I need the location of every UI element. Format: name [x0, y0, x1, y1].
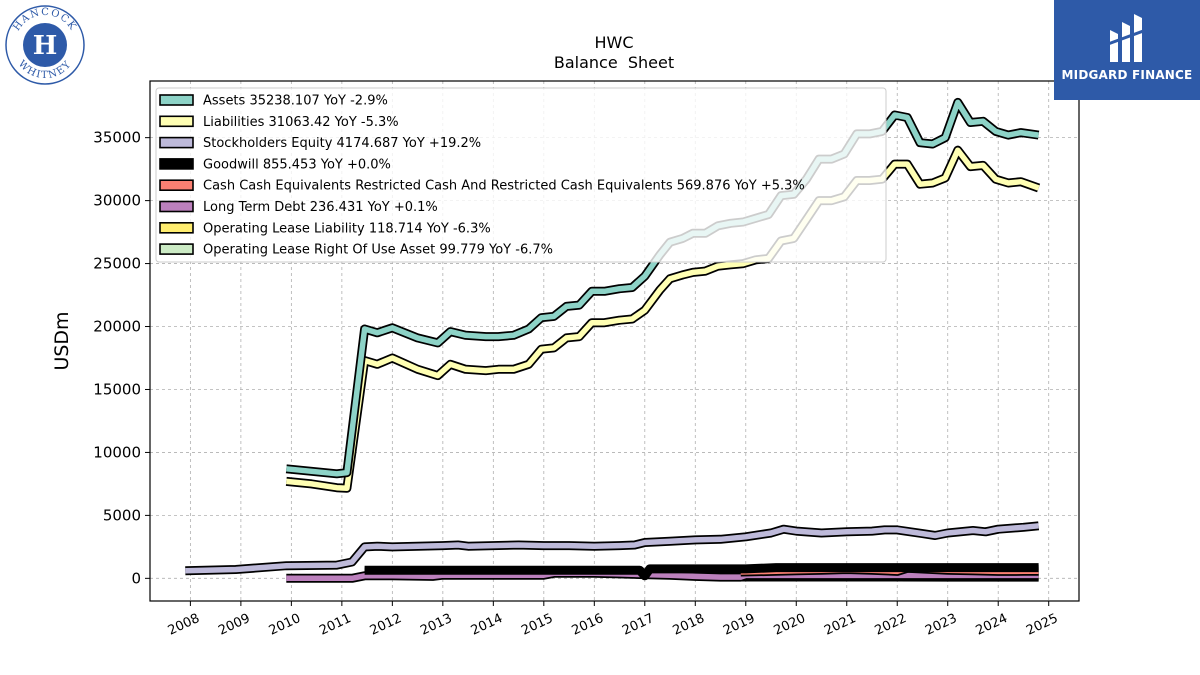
legend-entry-1: Liabilities 31063.42 YoY -5.3% — [203, 115, 399, 130]
x-tick-label-15: 2023 — [923, 611, 959, 639]
legend-swatch-1 — [159, 115, 194, 128]
y-tick-label-3: 15000 — [93, 380, 141, 398]
y-tick-label-2: 10000 — [93, 443, 141, 461]
x-tick-label-6: 2014 — [469, 611, 505, 639]
chart-title-subtitle: Balance Sheet — [554, 53, 674, 72]
y-tick-label-4: 20000 — [93, 318, 141, 336]
y-tick-label-5: 25000 — [93, 255, 141, 273]
legend-swatch-4 — [159, 179, 194, 191]
legend-swatch-7 — [159, 243, 194, 255]
legend-entry-3: Goodwill 855.453 YoY +0.0% — [203, 157, 391, 172]
y-axis: 0 5000 10000 15000 20000 25000 30000 35000 — [93, 129, 150, 587]
midgard-finance-label: MIDGARD FINANCE — [1061, 68, 1193, 82]
x-tick-label-3: 2011 — [317, 611, 353, 639]
x-tick-label-9: 2017 — [620, 611, 656, 639]
legend-entry-7: Operating Lease Right Of Use Asset 99.77… — [203, 243, 553, 258]
x-tick-label-12: 2020 — [772, 611, 808, 639]
legend-entry-6: Operating Lease Liability 118.714 YoY -6… — [203, 221, 491, 236]
x-tick-label-14: 2022 — [873, 611, 909, 639]
hancock-whitney-logo: HANCOCK WHITNEY H — [4, 4, 86, 86]
y-tick-label-6: 30000 — [93, 192, 141, 210]
y-tick-label-1: 5000 — [103, 506, 141, 524]
x-tick-label-17: 2025 — [1024, 611, 1060, 639]
midgard-finance-logo: MIDGARD FINANCE — [1054, 0, 1200, 100]
y-tick-label-7: 35000 — [93, 129, 141, 147]
y-axis-label: USDm — [51, 311, 73, 370]
legend-entry-4: Cash Cash Equivalents Restricted Cash An… — [203, 179, 805, 194]
legend-swatch-2 — [159, 136, 194, 149]
chart-title-ticker: HWC — [594, 33, 633, 52]
legend: Assets 35238.107 YoY -2.9% Liabilities 31… — [155, 87, 887, 263]
x-tick-label-16: 2024 — [974, 611, 1010, 639]
legend-swatch-3 — [159, 158, 194, 170]
x-tick-label-5: 2013 — [418, 611, 454, 639]
x-tick-label-0: 2008 — [166, 611, 202, 639]
legend-entry-0: Assets 35238.107 YoY -2.9% — [203, 94, 388, 109]
logo-monogram: H — [33, 31, 58, 61]
x-tick-label-10: 2018 — [671, 611, 707, 639]
legend-swatch-0 — [159, 94, 194, 106]
legend-swatch-5 — [159, 200, 194, 213]
legend-box — [155, 87, 887, 263]
legend-entry-2: Stockholders Equity 4174.687 YoY +19.2% — [203, 136, 481, 151]
series-line-1 — [286, 147, 1040, 492]
legend-entry-5: Long Term Debt 236.431 YoY +0.1% — [203, 200, 438, 215]
x-tick-label-13: 2021 — [822, 611, 858, 639]
x-tick-label-8: 2016 — [570, 611, 606, 639]
x-tick-label-4: 2012 — [368, 611, 404, 639]
x-axis: 2008 2009 2010 2011 2012 2013 2014 2015 2016 2017… — [166, 601, 1060, 639]
x-tick-label-7: 2015 — [519, 611, 555, 639]
legend-swatch-6 — [159, 222, 194, 234]
x-tick-label-11: 2019 — [721, 611, 757, 639]
x-tick-label-2: 2010 — [267, 611, 303, 639]
x-tick-label-1: 2009 — [216, 611, 252, 639]
series-line-3 — [364, 564, 1039, 579]
series-line-2 — [185, 523, 1039, 574]
plot-frame — [149, 80, 1080, 602]
y-tick-label-0: 0 — [131, 569, 141, 587]
midgard-icon — [1107, 14, 1147, 62]
